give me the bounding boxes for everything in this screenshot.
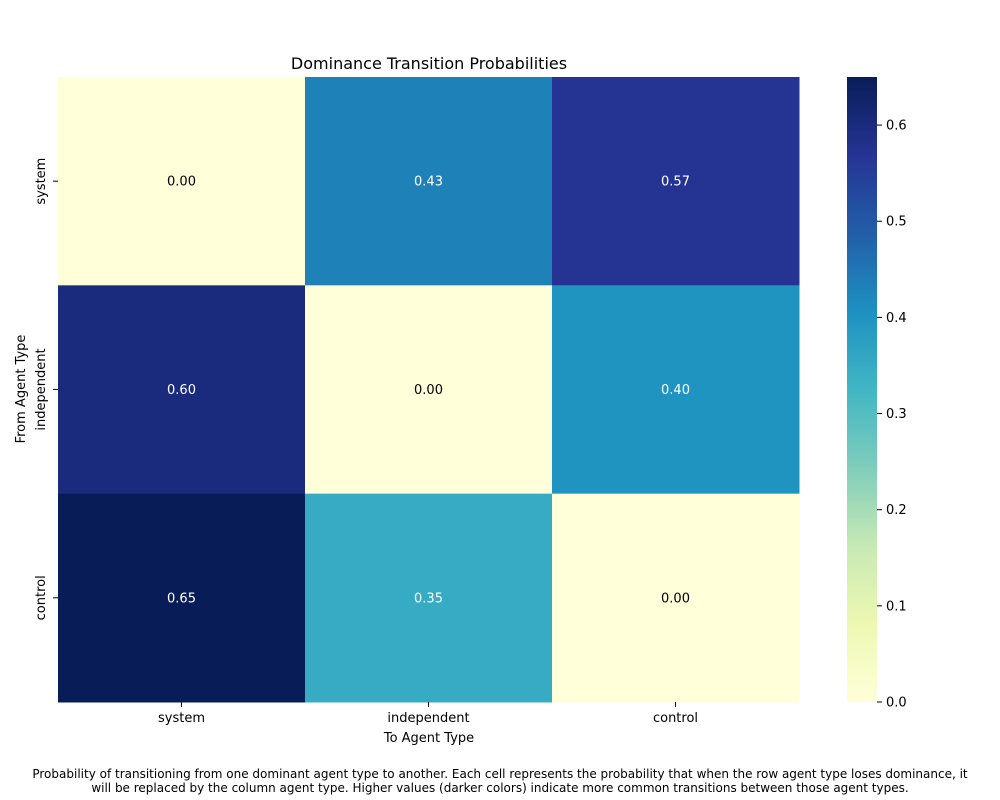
heatmap-cell <box>552 77 800 286</box>
heatmap-cell <box>552 493 800 703</box>
x-axis-label: To Agent Type <box>383 731 474 746</box>
x-tick-label: independent <box>387 711 469 726</box>
y-axis: system independent control <box>34 158 58 620</box>
heatmap-cell <box>305 77 553 286</box>
cell-value-label: 0.35 <box>414 591 443 606</box>
y-tick-label: control <box>34 575 49 620</box>
caption-line-1: Probability of transitioning from one do… <box>32 767 968 781</box>
x-tick-label: system <box>158 711 205 726</box>
colorbar-ticks: 0.0 0.1 0.2 0.3 0.4 0.5 0.6 <box>877 119 907 711</box>
cell-value-label: 0.57 <box>661 175 690 190</box>
colorbar-tick-label: 0.5 <box>886 215 907 230</box>
cell-value-label: 0.00 <box>167 175 196 190</box>
chart-title: Dominance Transition Probabilities <box>291 54 567 73</box>
heatmap-cells: 0.00 0.43 0.57 0.60 0.00 0.40 0.65 0.35 0.00 <box>58 77 800 703</box>
x-tick-label: control <box>653 711 698 726</box>
heatmap-cell <box>58 77 306 286</box>
colorbar-tick-label: 0.1 <box>886 599 907 614</box>
y-tick-label: independent <box>34 348 49 430</box>
heatmap-cell <box>58 285 306 495</box>
heatmap-cell <box>552 285 800 495</box>
y-tick-label: system <box>34 158 49 205</box>
heatmap-cell <box>58 493 306 703</box>
colorbar-tick-label: 0.2 <box>886 503 907 518</box>
colorbar-tick-label: 0.4 <box>886 311 907 326</box>
caption-line-2: will be replaced by the column agent typ… <box>91 781 909 795</box>
figure-caption: Probability of transitioning from one do… <box>0 767 1000 795</box>
cell-value-label: 0.40 <box>661 383 690 398</box>
cell-value-label: 0.00 <box>414 383 443 398</box>
cell-value-label: 0.60 <box>167 383 196 398</box>
colorbar-tick-label: 0.3 <box>886 407 907 422</box>
heatmap-cell <box>305 285 553 495</box>
colorbar: 0.0 0.1 0.2 0.3 0.4 0.5 0.6 <box>847 77 907 711</box>
heatmap-cell <box>305 493 553 703</box>
cell-value-label: 0.00 <box>661 591 690 606</box>
colorbar-tick-label: 0.6 <box>886 119 907 134</box>
y-axis-label: From Agent Type <box>14 335 29 444</box>
x-axis: system independent control <box>158 701 698 726</box>
cell-value-label: 0.43 <box>414 175 443 190</box>
colorbar-gradient <box>847 77 877 702</box>
cell-value-label: 0.65 <box>167 591 196 606</box>
colorbar-tick-label: 0.0 <box>886 696 907 711</box>
